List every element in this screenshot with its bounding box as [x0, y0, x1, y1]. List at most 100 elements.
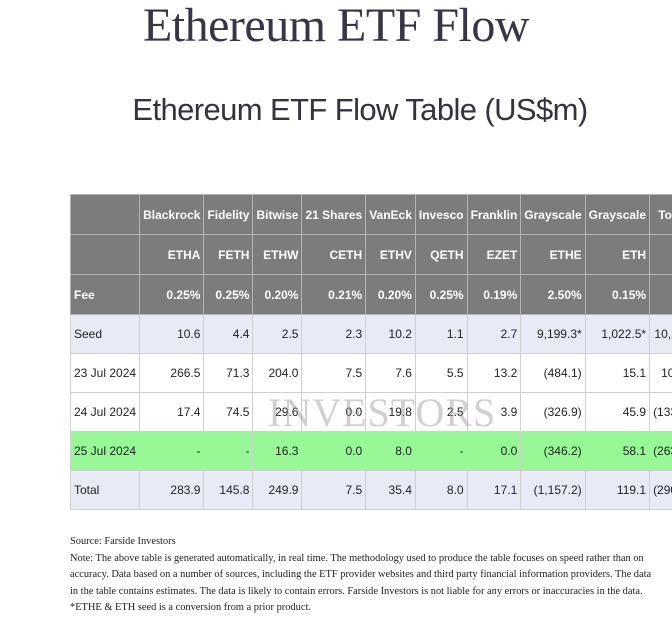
value-cell: 7.5 [301, 353, 367, 393]
value-cell: 0.0 [301, 431, 367, 471]
value-cell-negative: (326.9) [520, 392, 586, 432]
value-cell: 16.3 [252, 431, 303, 471]
fee-cell [649, 274, 672, 315]
etf-flow-table: Blackrock Fidelity Bitwise 21 Shares Van… [69, 194, 672, 510]
disclaimer-note: Note: The above table is generated autom… [70, 552, 652, 614]
fee-cell: 0.20% [252, 274, 303, 315]
ticker-cell: ETHV [365, 234, 416, 275]
fee-cell: 0.20% [365, 274, 416, 315]
value-cell: 19.8 [365, 392, 416, 432]
fee-cell: 0.21% [301, 274, 367, 315]
header-cell-invesco: Invesco [414, 194, 468, 235]
value-cell-negative: (484.1) [520, 353, 586, 393]
value-cell: 2.5 [414, 392, 468, 432]
value-cell: 204.0 [252, 353, 303, 393]
value-cell: 13.2 [466, 353, 522, 393]
value-cell: - [139, 431, 205, 471]
table-row-25-jul-2024: 25 Jul 2024 - - 16.3 0.0 8.0 - 0.0 (346.… [69, 431, 672, 471]
value-cell: 2.5 [252, 314, 303, 354]
row-label: Seed [69, 314, 141, 354]
fee-cell: 0.19% [466, 274, 522, 315]
value-cell-total: 106.6 [649, 353, 672, 393]
value-cell: 58.1 [584, 431, 651, 471]
etf-flow-table-container: Blackrock Fidelity Bitwise 21 Shares Van… [69, 194, 672, 510]
ticker-cell: CETH [301, 234, 367, 275]
ticker-cell: ETHW [252, 234, 303, 275]
footer-notes: Source: Farside Investors Note: The abov… [70, 534, 660, 617]
fee-cell: 2.50% [520, 274, 586, 315]
ticker-cell [69, 234, 141, 275]
ticker-header-row: ETHA FETH ETHW CETH ETHV QETH EZET ETHE … [69, 234, 672, 275]
value-cell: 8.0 [365, 431, 416, 471]
table-row-23-jul-2024: 23 Jul 2024 266.5 71.3 204.0 7.5 7.6 5.5… [69, 353, 672, 393]
value-cell: 35.4 [365, 470, 416, 510]
value-cell: 5.5 [414, 353, 468, 393]
value-cell: 17.1 [466, 470, 522, 510]
value-cell: 29.6 [252, 392, 303, 432]
value-cell-negative: (346.2) [520, 431, 586, 471]
fee-cell: 0.25% [414, 274, 468, 315]
row-label: 23 Jul 2024 [69, 353, 141, 393]
header-cell-grayscale-ethe: Grayscale [520, 194, 586, 235]
value-cell: 283.9 [139, 470, 205, 510]
fee-header-row: Fee 0.25% 0.25% 0.20% 0.21% 0.20% 0.25% … [69, 274, 672, 315]
value-cell: 1.1 [414, 314, 468, 354]
value-cell: 2.3 [301, 314, 367, 354]
value-cell-negative: (1,157.2) [520, 470, 586, 510]
value-cell: - [414, 431, 468, 471]
table-row-seed: Seed 10.6 4.4 2.5 2.3 10.2 1.1 2.7 9,199… [69, 314, 672, 354]
fee-cell: 0.25% [203, 274, 254, 315]
value-cell: 1,022.5* [584, 314, 651, 354]
ticker-cell: FETH [203, 234, 254, 275]
value-cell: 266.5 [139, 353, 205, 393]
issuer-header-row: Blackrock Fidelity Bitwise 21 Shares Van… [69, 194, 672, 235]
ticker-cell: ETHA [139, 234, 205, 275]
table-row-total: Total 283.9 145.8 249.9 7.5 35.4 8.0 17.… [69, 470, 672, 510]
header-cell-grayscale-eth: Grayscale [584, 194, 651, 235]
header-cell-fidelity: Fidelity [203, 194, 254, 235]
value-cell: 74.5 [203, 392, 254, 432]
row-label: 25 Jul 2024 [69, 431, 141, 471]
value-cell: 4.4 [203, 314, 254, 354]
value-cell: 10.2 [365, 314, 416, 354]
value-cell: 8.0 [414, 470, 468, 510]
header-cell [69, 194, 141, 235]
ticker-cell: QETH [414, 234, 468, 275]
value-cell: 249.9 [252, 470, 303, 510]
ticker-cell: ETH [584, 234, 651, 275]
value-cell-total-negative: (133.3) [649, 392, 672, 432]
value-cell: 0.0 [466, 431, 522, 471]
ticker-cell: ETHE [520, 234, 586, 275]
ticker-cell: EZET [466, 234, 522, 275]
value-cell: 145.8 [203, 470, 254, 510]
value-cell: 9,199.3* [520, 314, 586, 354]
header-cell-21shares: 21 Shares [301, 194, 367, 235]
source-text: Source: Farside Investors [70, 536, 176, 547]
value-cell: 3.9 [466, 392, 522, 432]
header-cell-blackrock: Blackrock [139, 194, 205, 235]
value-cell: 17.4 [139, 392, 205, 432]
value-cell: 0.0 [301, 392, 367, 432]
value-cell: 2.7 [466, 314, 522, 354]
value-cell: 10,255 [649, 314, 672, 354]
fee-label: Fee [69, 274, 141, 315]
row-label: 24 Jul 2024 [69, 392, 141, 432]
value-cell: 7.5 [301, 470, 367, 510]
value-cell: 15.1 [584, 353, 651, 393]
table-title: Ethereum ETF Flow Table (US$m) [132, 92, 588, 127]
value-cell: 119.1 [584, 470, 651, 510]
fee-cell: 0.15% [584, 274, 651, 315]
value-cell: 7.6 [365, 353, 416, 393]
value-cell-total-negative: (263.8) [649, 431, 672, 471]
header-cell-bitwise: Bitwise [252, 194, 303, 235]
value-cell: 45.9 [584, 392, 651, 432]
value-cell-total-negative: (290.5) [649, 470, 672, 510]
row-label: Total [69, 470, 141, 510]
table-row-24-jul-2024: 24 Jul 2024 17.4 74.5 29.6 0.0 19.8 2.5 … [69, 392, 672, 432]
fee-cell: 0.25% [139, 274, 205, 315]
value-cell: 10.6 [139, 314, 205, 354]
header-cell-franklin: Franklin [466, 194, 522, 235]
header-cell-vaneck: VanEck [365, 194, 416, 235]
ticker-cell [649, 234, 672, 275]
page-title: Ethereum ETF Flow [142, 0, 530, 52]
